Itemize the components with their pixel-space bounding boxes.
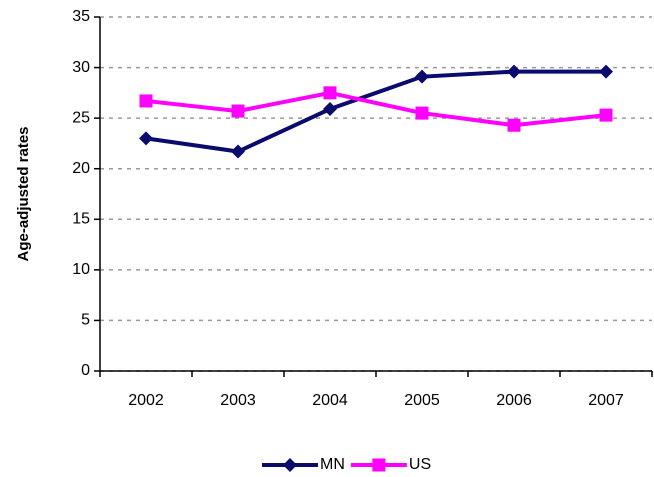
marker [415,106,429,120]
x-tick-label: 2006 [496,392,532,409]
x-tick-label: 2007 [588,392,624,409]
x-tick-label: 2002 [128,392,164,409]
series-line [145,69,606,154]
marker [231,144,245,159]
marker [139,94,153,108]
y-tick-label: 20 [72,160,90,177]
y-tick-label: 0 [81,362,90,379]
marker [507,118,521,132]
y-tick-label: 35 [72,8,90,25]
marker [599,108,613,122]
y-tick-label: 30 [72,59,90,76]
marker [139,131,153,146]
marker [372,458,386,472]
marker [323,86,337,100]
legend-label: MN [320,456,345,473]
x-tick-label: 2003 [220,392,256,409]
marker [283,458,297,472]
y-tick-label: 15 [72,211,90,228]
x-tick-label: 2004 [312,392,348,409]
marker [323,102,337,117]
marker [231,104,245,118]
series-line [145,90,607,128]
x-tick-label: 2005 [404,392,440,409]
y-tick-label: 10 [72,261,90,278]
legend-label: US [409,456,431,473]
y-tick-label: 25 [72,109,90,126]
y-tick-label: 5 [81,312,90,329]
marker [599,64,613,79]
y-axis-label: Age-adjusted rates [15,126,32,261]
marker [507,64,521,79]
marker [415,69,429,84]
